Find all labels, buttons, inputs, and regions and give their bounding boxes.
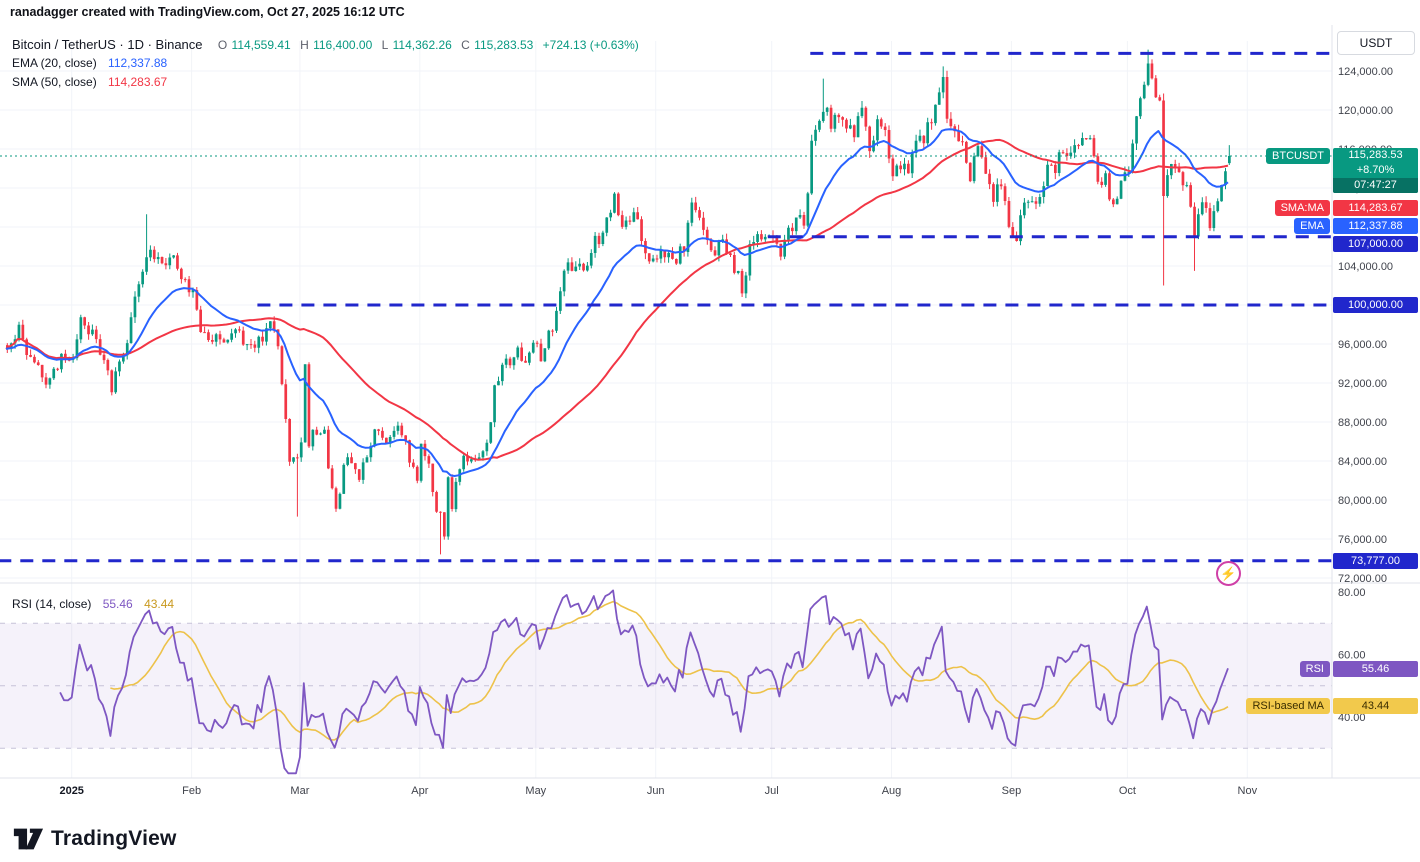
symbol-legend-row[interactable]: Bitcoin / TetherUS · 1D · Binance O 114,… (12, 35, 639, 54)
rsi-ma-axis-value: 43.44 (1333, 698, 1418, 715)
currency-toggle-button[interactable]: USDT (1337, 31, 1415, 55)
rsi-axis-tag: RSI (1299, 660, 1330, 677)
svg-text:124,000.00: 124,000.00 (1338, 66, 1393, 78)
rsi-ma-axis-tag: RSI-based MA (1246, 698, 1330, 715)
svg-text:104,000.00: 104,000.00 (1338, 261, 1393, 273)
close-value: 115,283.53 (474, 38, 534, 52)
svg-text:Sep: Sep (1002, 785, 1022, 797)
svg-text:88,000.00: 88,000.00 (1338, 417, 1387, 429)
svg-text:Feb: Feb (182, 785, 201, 797)
svg-text:92,000.00: 92,000.00 (1338, 378, 1387, 390)
low-label: L (381, 38, 389, 52)
level-label-73777: 73,777.00 (1333, 552, 1418, 569)
rsi-axis-value: 55.46 (1333, 660, 1418, 677)
sma-axis-tag: SMA:MA (1274, 200, 1330, 216)
open-value: 114,559.41 (231, 38, 291, 52)
svg-text:Nov: Nov (1238, 785, 1258, 797)
level-label-107000: 107,000.00 (1333, 236, 1418, 252)
chart-legend: Bitcoin / TetherUS · 1D · Binance O 114,… (12, 35, 639, 92)
candle-bodies-down (6, 63, 1212, 537)
candle-wicks-up (10, 49, 1230, 540)
price-chart-canvas[interactable]: 124,000.00120,000.00116,000.00112,000.00… (0, 25, 1420, 815)
svg-text:84,000.00: 84,000.00 (1338, 456, 1387, 468)
svg-text:120,000.00: 120,000.00 (1338, 105, 1393, 117)
open-label: O (217, 38, 228, 52)
rsi-legend-value: 55.46 (102, 597, 133, 611)
candle-wicks-down (6, 59, 1211, 555)
rsi-line (59, 589, 1229, 775)
svg-text:76,000.00: 76,000.00 (1338, 534, 1387, 546)
svg-text:96,000.00: 96,000.00 (1338, 339, 1387, 351)
rsi-legend-row[interactable]: RSI (14, close) 55.46 43.44 (12, 597, 174, 611)
last-price-value: 115,283.53 (1348, 149, 1403, 161)
level-label-100000: 100,000.00 (1333, 297, 1418, 313)
rsi-legend-label[interactable]: RSI (14, close) (12, 597, 92, 611)
symbol-title[interactable]: Bitcoin / TetherUS · 1D · Binance (12, 37, 203, 52)
footer: TradingView (0, 815, 1420, 862)
svg-text:80,000.00: 80,000.00 (1338, 495, 1387, 507)
svg-text:Jul: Jul (765, 785, 779, 797)
attribution-text: ranadagger created with TradingView.com,… (10, 5, 405, 19)
tradingview-logo-icon[interactable] (12, 825, 44, 853)
bar-countdown: 07:47:27 (1333, 178, 1418, 193)
svg-text:40.00: 40.00 (1338, 712, 1366, 724)
svg-text:Jun: Jun (647, 785, 665, 797)
last-price-label: 115,283.53 +8.70% 07:47:27 (1333, 148, 1418, 193)
svg-text:72,000.00: 72,000.00 (1338, 573, 1387, 585)
sma-legend-row[interactable]: SMA (50, close) 114,283.67 (12, 73, 639, 92)
svg-text:80.00: 80.00 (1338, 587, 1366, 599)
svg-text:May: May (525, 785, 546, 797)
candle-bodies-up (9, 63, 1231, 537)
ema-line (5, 128, 1229, 477)
close-label: C (461, 38, 470, 52)
chart-area[interactable]: 124,000.00120,000.00116,000.00112,000.00… (0, 25, 1420, 815)
tradingview-logo-text[interactable]: TradingView (51, 826, 177, 850)
sma-legend-value: 114,283.67 (108, 75, 168, 89)
ema-axis-value: 112,337.88 (1333, 218, 1418, 234)
high-label: H (300, 38, 309, 52)
lightning-icon[interactable]: ⚡ (1216, 561, 1241, 586)
svg-text:Mar: Mar (290, 785, 309, 797)
svg-text:Aug: Aug (882, 785, 902, 797)
svg-text:60.00: 60.00 (1338, 650, 1366, 662)
price-change-percent: +8.70% (1356, 164, 1395, 176)
low-value: 114,362.26 (392, 38, 452, 52)
ema-axis-tag: EMA (1294, 218, 1330, 234)
rsi-ma-line (110, 600, 1229, 741)
symbol-price-tag: BTCUSDT (1266, 148, 1330, 164)
sma-legend-label[interactable]: SMA (50, close) (12, 75, 97, 89)
sma-line (5, 138, 1229, 461)
time-axis[interactable]: 2025 Feb Mar Apr May Jun Jul Aug Sep Oct Nov (59, 785, 1257, 797)
ema-legend-row[interactable]: EMA (20, close) 112,337.88 (12, 54, 639, 73)
sma-axis-value: 114,283.67 (1333, 200, 1418, 216)
change-value: +724.13 (+0.63%) (542, 38, 639, 52)
ema-legend-label[interactable]: EMA (20, close) (12, 56, 97, 70)
svg-text:Oct: Oct (1119, 785, 1136, 797)
svg-text:Apr: Apr (411, 785, 428, 797)
svg-text:2025: 2025 (59, 785, 83, 797)
high-value: 116,400.00 (313, 38, 373, 52)
rsi-ma-legend-value: 43.44 (144, 597, 175, 611)
ema-legend-value: 112,337.88 (108, 56, 168, 70)
